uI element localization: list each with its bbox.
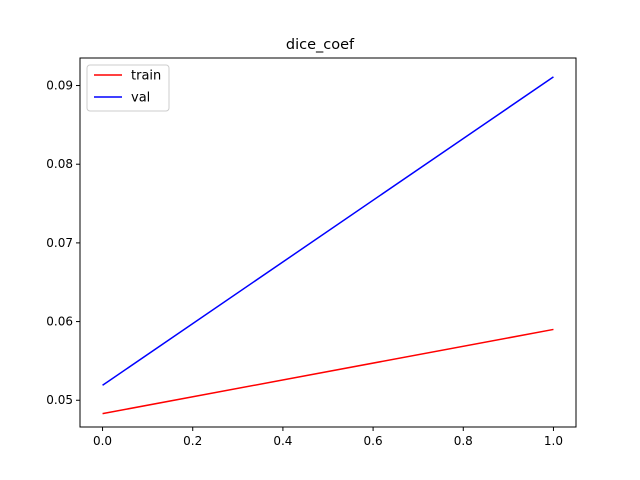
x-tick-label: 0.8 [454, 434, 473, 448]
y-tick-label: 0.09 [46, 79, 73, 93]
x-tick-label: 0.4 [273, 434, 292, 448]
series-line-train [102, 328, 554, 415]
chart-title: dice_coef [286, 37, 355, 53]
y-tick-label: 0.05 [46, 393, 73, 407]
y-tick-label: 0.06 [46, 315, 73, 329]
series-line-val [102, 76, 554, 386]
x-tick-label: 0.2 [183, 434, 202, 448]
x-tick-label: 1.0 [544, 434, 563, 448]
legend-label-train: train [131, 69, 161, 84]
legend-label-val: val [131, 91, 150, 106]
y-tick-label: 0.07 [46, 236, 73, 250]
x-tick-label: 0.0 [93, 434, 112, 448]
y-tick-label: 0.08 [46, 157, 73, 171]
legend: train val [86, 64, 170, 112]
legend-box [86, 64, 170, 112]
x-tick-label: 0.6 [364, 434, 383, 448]
